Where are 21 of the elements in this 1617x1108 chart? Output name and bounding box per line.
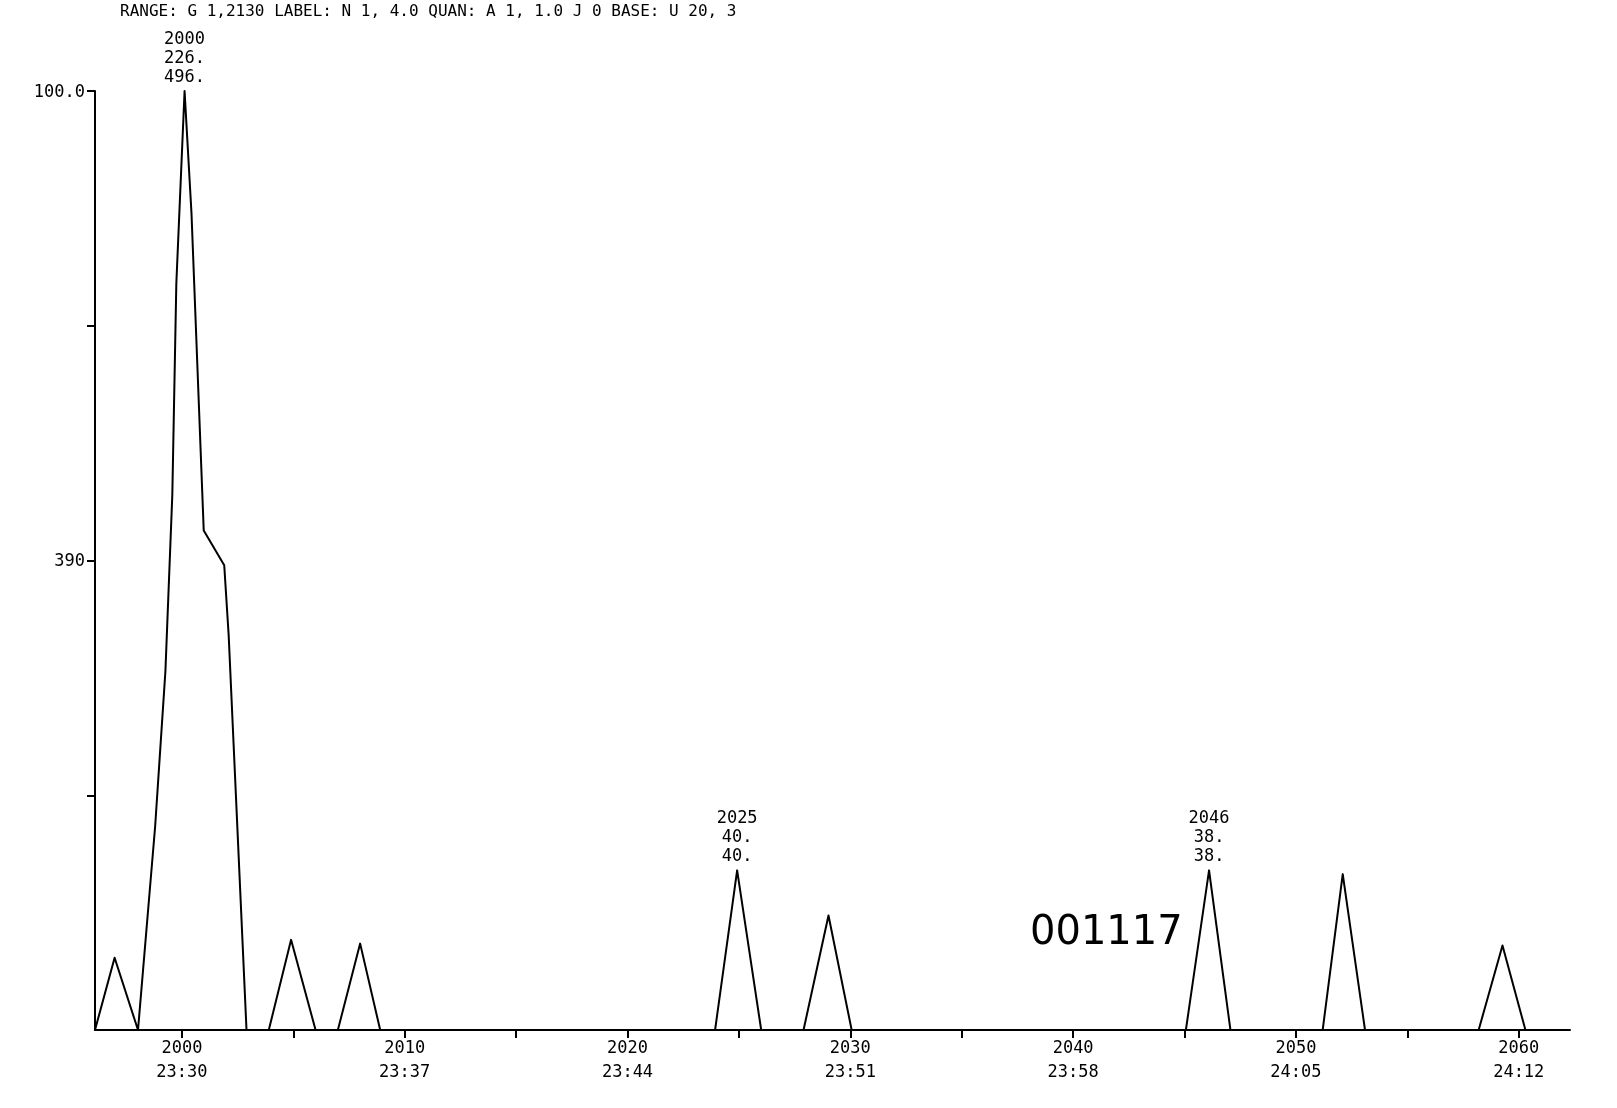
x-tick-label: 2000: [161, 1036, 203, 1057]
text: 23:30: [156, 1060, 208, 1081]
text: 24:05: [1270, 1060, 1322, 1081]
text: 23:51: [824, 1060, 876, 1081]
x-tick-label: 2060: [1498, 1036, 1540, 1057]
text: 100.0: [33, 80, 86, 101]
annotation: 2025 40. 40.: [716, 806, 758, 865]
x-tick-label: 2050: [1275, 1036, 1317, 1057]
annotation: 2046 38. 38.: [1188, 806, 1230, 865]
x-tick-label: 2030: [829, 1036, 871, 1057]
x-tick-label: 2040: [1052, 1036, 1094, 1057]
text: 390: [54, 550, 86, 570]
text: 23:58: [1047, 1060, 1099, 1081]
annotation: 001117: [1030, 907, 1183, 953]
text: 23:44: [601, 1060, 654, 1081]
x-tick-label: 2020: [607, 1036, 648, 1057]
x-tick-label: 2010: [384, 1036, 426, 1057]
text: 24:12: [1493, 1060, 1545, 1081]
annotation: 2000 226. 496.: [164, 27, 206, 86]
text: 23:37: [379, 1060, 431, 1081]
text: RANGE: G 1,2130 LABEL: N 1, 4.0 QUAN: A 1, 1.0 J 0 BASE: U 20, 3: [120, 0, 737, 20]
